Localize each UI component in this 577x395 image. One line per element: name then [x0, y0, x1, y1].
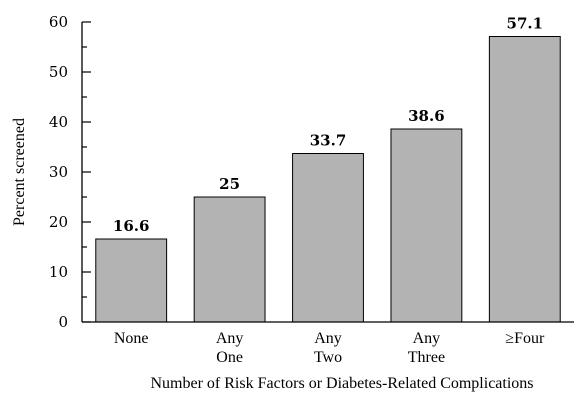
x-tick-label: ≥Four — [505, 330, 545, 347]
y-tick-label: 60 — [49, 13, 68, 31]
bar-value-label: 57.1 — [507, 15, 544, 33]
bar-value-label: 16.6 — [113, 217, 150, 235]
bar-value-label: 25 — [219, 175, 240, 193]
bar-value-label: 33.7 — [310, 132, 347, 150]
y-axis-ticks: 0 10 20 30 40 50 60 — [49, 13, 91, 331]
x-axis-title: Number of Risk Factors or Diabetes-Relat… — [150, 375, 533, 392]
y-tick-label: 40 — [49, 113, 68, 131]
bar — [95, 238, 168, 323]
y-axis-title: Percent screened — [11, 118, 28, 226]
bar — [292, 153, 364, 323]
x-tick-label: None — [114, 330, 149, 347]
bar-value-label: 38.6 — [408, 107, 445, 125]
y-tick-label: 20 — [49, 213, 68, 231]
x-tick-label: Any One — [216, 330, 244, 366]
y-tick-label: 10 — [49, 263, 68, 281]
y-tick-label: 50 — [49, 63, 68, 81]
y-tick-label: 30 — [49, 163, 68, 181]
bar — [488, 36, 561, 323]
x-tick-label: Any Three — [408, 330, 445, 366]
bars: 16.6 None 25 Any One 33.7 Any Two 38.6 Any Three 57… — [95, 15, 561, 366]
y-tick-label: 0 — [58, 313, 68, 331]
bar — [193, 196, 266, 323]
x-tick-label: Any Two — [314, 330, 342, 366]
bar — [390, 128, 463, 323]
